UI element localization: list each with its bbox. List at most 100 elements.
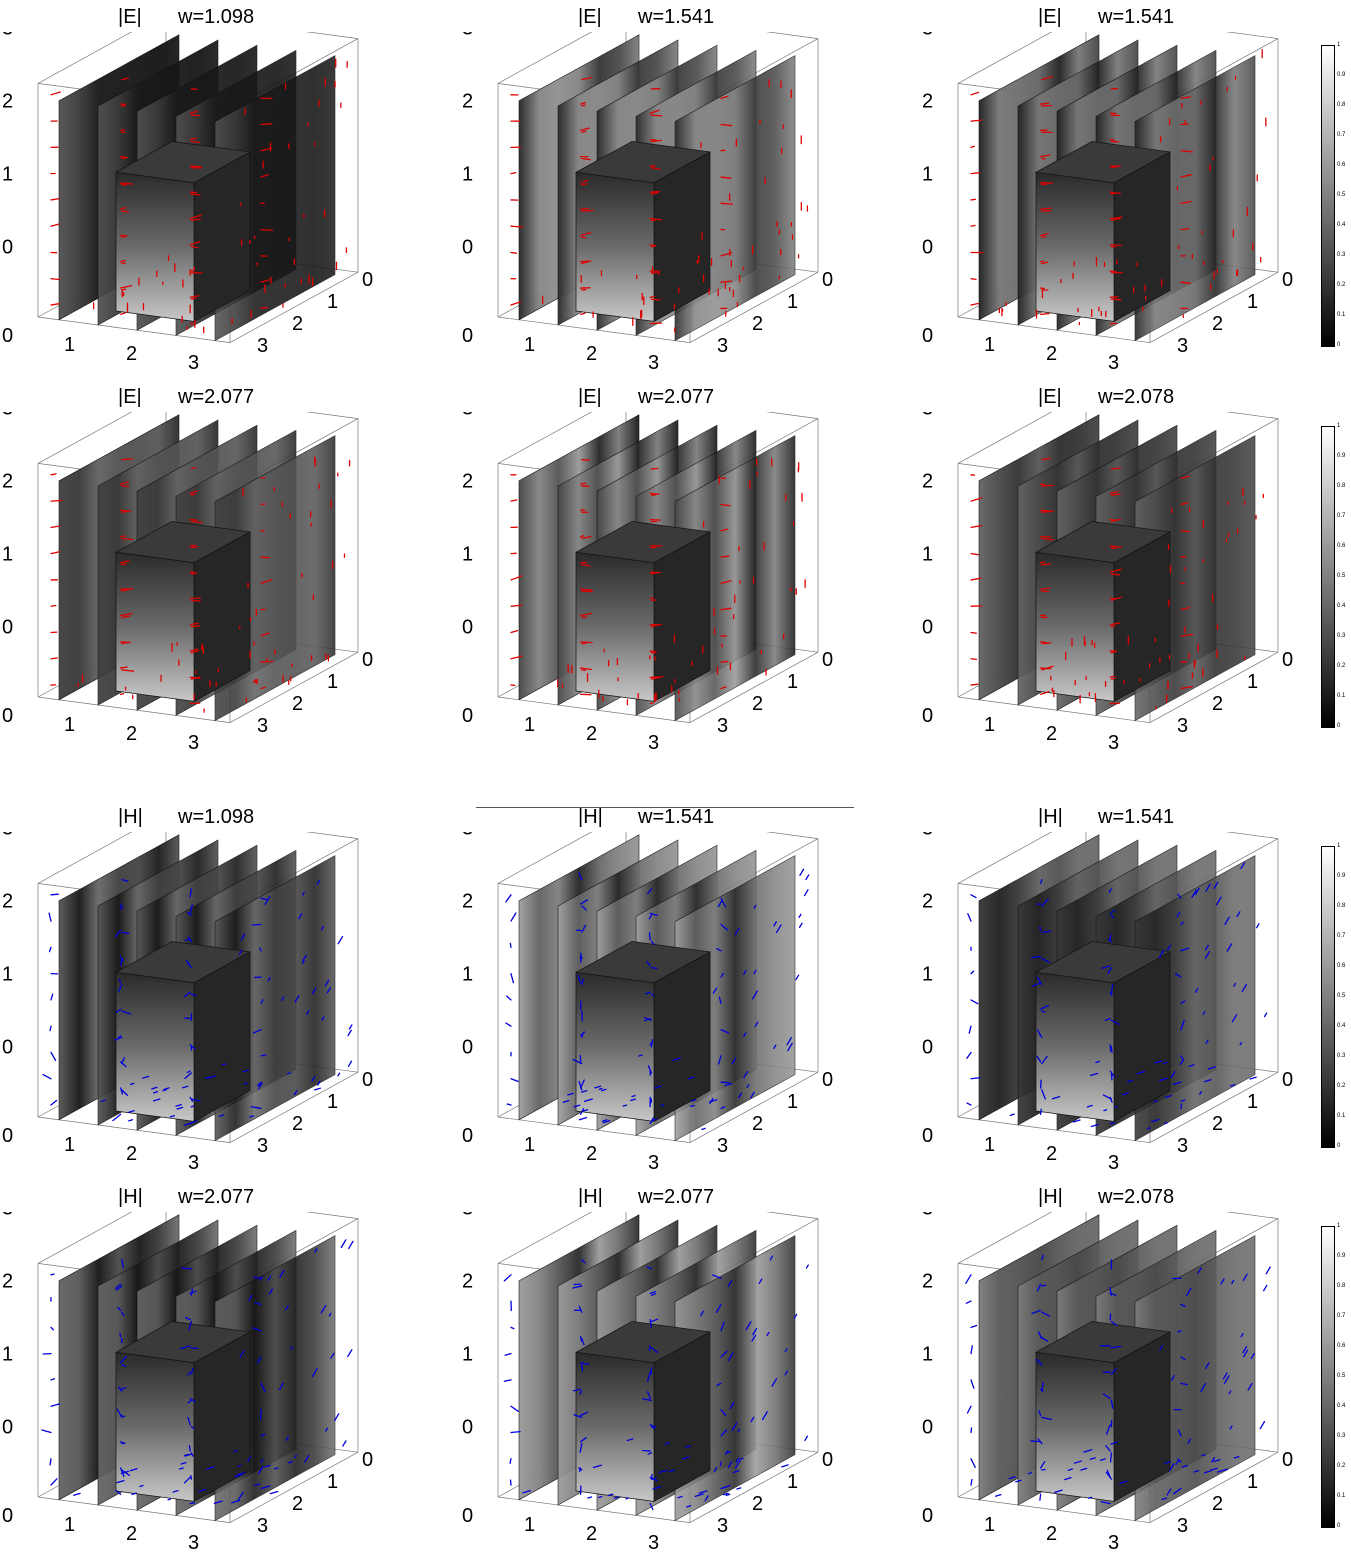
resonator-cube [1036, 142, 1170, 322]
colorbar-tick-label: 0 [1337, 723, 1340, 729]
z-tick-label: 1 [2, 164, 13, 186]
colorbar-tick-label: 0.4 [1337, 603, 1345, 609]
y-tick-label: 0 [822, 1449, 833, 1471]
colorbar-tick-label: 0.9 [1337, 453, 1345, 459]
field-plot-3d: 012301233210 [460, 1212, 840, 1562]
x-tick-label: 2 [586, 1143, 597, 1165]
y-tick-label: 3 [257, 1135, 268, 1157]
resonator-cube [576, 942, 710, 1122]
colorbar-tick-label: 0.4 [1337, 222, 1345, 228]
colorbar-tick-label: 0.2 [1337, 1083, 1345, 1089]
colorbar-tick-label: 0.3 [1337, 1053, 1345, 1059]
colorbar-tick-label: 0.1 [1337, 1113, 1345, 1119]
y-tick-label: 0 [822, 269, 833, 291]
colorbar-tick-label: 1 [1337, 42, 1340, 48]
field-plot-3d: 012301233210 [920, 412, 1300, 762]
y-tick-label: 1 [327, 671, 338, 693]
colorbar-tick-label: 0.7 [1337, 1313, 1345, 1319]
field-quantity-label: |E| [118, 386, 142, 409]
z-tick-label: 1 [922, 164, 933, 186]
z-tick-label: 0 [2, 1037, 13, 1059]
z-tick-label: 0 [922, 617, 933, 639]
frequency-label: w=2.077 [178, 1186, 254, 1209]
y-tick-label: 1 [787, 291, 798, 313]
field-panel: |H|w=2.078012301233210 [920, 1182, 1351, 1567]
x-tick-label: 0 [922, 1505, 933, 1527]
colorbar-tick-label: 0.6 [1337, 963, 1345, 969]
y-tick-label: 2 [1212, 1493, 1223, 1515]
z-tick-label: 1 [2, 1344, 13, 1366]
x-tick-label: 3 [188, 732, 199, 754]
z-tick-label: 0 [462, 1417, 473, 1439]
z-tick-label: 3 [2, 412, 13, 420]
x-tick-label: 2 [126, 1523, 137, 1545]
x-tick-label: 2 [126, 343, 137, 365]
z-tick-label: 2 [2, 91, 13, 113]
z-tick-label: 0 [2, 1417, 13, 1439]
x-tick-label: 1 [64, 334, 75, 356]
colorbar-tick-label: 0.8 [1337, 483, 1345, 489]
y-tick-label: 3 [717, 335, 728, 357]
z-tick-label: 3 [462, 412, 473, 420]
z-tick-label: 2 [922, 91, 933, 113]
y-tick-label: 0 [1282, 1449, 1293, 1471]
colorbar-tick-label: 0.5 [1337, 192, 1345, 198]
resonator-cube [116, 522, 250, 702]
x-tick-label: 0 [462, 705, 473, 727]
y-tick-label: 0 [822, 1069, 833, 1091]
y-tick-label: 2 [292, 313, 303, 335]
x-tick-label: 0 [2, 1505, 13, 1527]
z-tick-label: 0 [922, 1037, 933, 1059]
y-tick-label: 3 [257, 1515, 268, 1537]
colorbar-tick-label: 0.8 [1337, 102, 1345, 108]
colorbar-tick-label: 0.5 [1337, 993, 1345, 999]
x-tick-label: 1 [64, 1134, 75, 1156]
x-tick-label: 2 [1046, 723, 1057, 745]
y-tick-label: 3 [1177, 1135, 1188, 1157]
field-quantity-label: |E| [1038, 6, 1062, 29]
resonator-cube [576, 142, 710, 322]
frequency-label: w=2.077 [638, 1186, 714, 1209]
x-tick-label: 0 [462, 325, 473, 347]
y-tick-label: 1 [1247, 671, 1258, 693]
colorbar-tick-label: 0.4 [1337, 1403, 1345, 1409]
colorbar-tick-label: 0.6 [1337, 543, 1345, 549]
field-plot-3d: 012301233210 [920, 1212, 1300, 1562]
colorbar-tick-label: 0.4 [1337, 1023, 1345, 1029]
x-tick-label: 0 [2, 705, 13, 727]
colorbar-tick-label: 1 [1337, 423, 1340, 429]
y-tick-label: 2 [1212, 1113, 1223, 1135]
x-tick-label: 3 [188, 1152, 199, 1174]
field-quantity-label: |E| [1038, 386, 1062, 409]
colorbar-tick-label: 0.7 [1337, 132, 1345, 138]
x-tick-label: 3 [1108, 1532, 1119, 1554]
x-tick-label: 1 [64, 714, 75, 736]
z-tick-label: 1 [462, 164, 473, 186]
frequency-label: w=2.078 [1098, 1186, 1174, 1209]
y-tick-label: 0 [1282, 649, 1293, 671]
colorbar-gradient [1321, 45, 1335, 347]
field-quantity-label: |E| [578, 6, 602, 29]
z-tick-label: 1 [2, 964, 13, 986]
field-quantity-label: |E| [118, 6, 142, 29]
y-tick-label: 1 [327, 1471, 338, 1493]
colorbar-tick-label: 0.5 [1337, 1373, 1345, 1379]
x-tick-label: 1 [524, 334, 535, 356]
field-plot-3d: 012301233210 [0, 1212, 380, 1562]
field-plot-3d: 012301233210 [460, 32, 840, 382]
x-tick-label: 0 [462, 1125, 473, 1147]
y-tick-label: 2 [752, 693, 763, 715]
field-plot-3d: 012301233210 [920, 832, 1300, 1182]
y-tick-label: 3 [717, 1135, 728, 1157]
z-tick-label: 1 [462, 1344, 473, 1366]
z-tick-label: 2 [922, 1271, 933, 1293]
x-tick-label: 2 [126, 1143, 137, 1165]
colorbar-tick-label: 0 [1337, 1143, 1340, 1149]
z-tick-label: 2 [2, 891, 13, 913]
colorbar-tick-label: 0.3 [1337, 633, 1345, 639]
field-quantity-label: |H| [118, 1186, 143, 1209]
y-tick-label: 2 [1212, 693, 1223, 715]
